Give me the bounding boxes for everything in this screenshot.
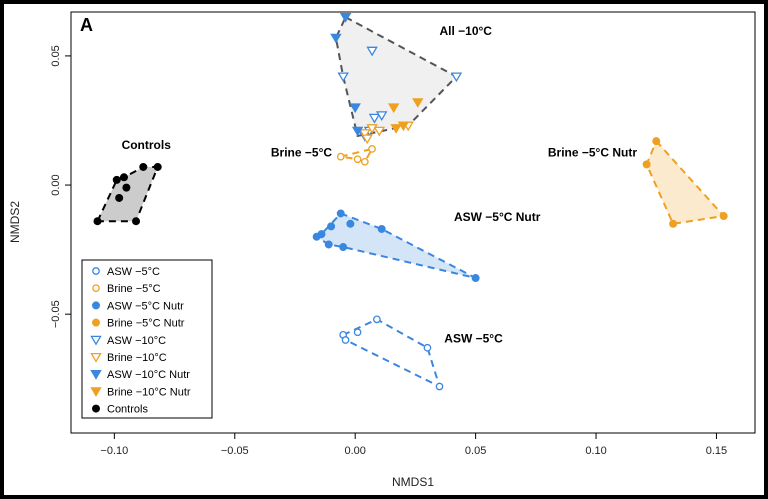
point-asw-m5c	[341, 336, 350, 344]
x-axis-title: NMDS1	[392, 475, 434, 489]
point-asw-m5c-nutr	[336, 209, 345, 218]
legend-entry-brine-m10c-nutr: Brine −10°C Nutr	[107, 386, 191, 398]
hull-brine-m5c-nutr	[645, 139, 726, 225]
point-asw-m10c	[368, 113, 381, 124]
group-label-controls: Controls	[122, 138, 172, 152]
point-asw-m5c	[435, 382, 444, 391]
hull-all-m10c	[334, 15, 459, 138]
point-brine-m5c	[336, 152, 345, 161]
panel-letter: A	[80, 15, 93, 35]
legend-entry-brine-m10c: Brine −10°C	[107, 352, 167, 364]
group-label-brine-m5c-nutr: Brine −5°C Nutr	[548, 146, 637, 160]
point-asw-m10c-nutr	[330, 33, 342, 44]
point-asw-m10c	[337, 72, 349, 83]
y-axis: −0.05 0.00 0.05	[50, 45, 72, 328]
x-tick-label: 0.05	[465, 445, 486, 457]
point-brine-m5c	[360, 157, 369, 166]
legend-entry-asw-m5c: ASW −5°C	[107, 266, 160, 278]
x-tick-label: 0.00	[344, 445, 365, 457]
legend-marker-brine-m5c	[92, 284, 100, 293]
point-brine-m5c	[368, 145, 376, 153]
group-label-brine-m5c: Brine −5°C	[271, 146, 332, 160]
legend-marker-brine-m5c-nutr	[92, 318, 101, 327]
x-tick-label: −0.05	[221, 445, 249, 457]
point-brine-m10c-nutr	[397, 121, 410, 132]
point-brine-m10c-nutr	[412, 98, 424, 108]
point-asw-m5c	[353, 328, 362, 337]
point-brine-m10c	[361, 134, 373, 145]
hull-controls	[95, 166, 160, 223]
legend-box	[81, 259, 213, 419]
group-label-all-m10c: All −10°C	[439, 24, 492, 38]
legend-entry-asw-m10c: ASW −10°C	[107, 335, 166, 347]
y-axis-title: NMDS2	[8, 201, 22, 243]
hull-asw-m5c-nutr	[314, 212, 477, 279]
point-controls	[115, 193, 124, 202]
point-asw-m5c-nutr	[471, 274, 480, 283]
x-tick-label: −0.10	[100, 445, 128, 457]
point-asw-m5c-nutr	[377, 224, 386, 233]
point-asw-m10c	[375, 111, 388, 121]
figure-frame: A Controls All −10°C Brine −5°C ASW −5°C Nu…	[4, 4, 764, 495]
nmds-scatter-chart: A Controls All −10°C Brine −5°C ASW −5°C Nu…	[8, 11, 756, 489]
hull-brine-m5c	[340, 147, 375, 164]
y-tick-label: −0.05	[50, 300, 62, 328]
point-asw-m5c-nutr	[317, 230, 326, 239]
point-brine-m10c	[359, 129, 371, 140]
point-brine-m10c-nutr	[388, 103, 400, 114]
group-label-asw-m5c: ASW −5°C	[444, 332, 503, 346]
legend-entry-brine-m5c: Brine −5°C	[107, 283, 161, 295]
point-asw-m10c-nutr	[351, 126, 364, 137]
point-controls	[153, 162, 162, 171]
x-axis: −0.10 −0.05 0.00 0.05 0.10 0.15	[100, 432, 727, 457]
y-tick-label: 0.05	[50, 45, 62, 66]
point-asw-m10c	[366, 46, 378, 57]
legend-entry-controls: Controls	[107, 404, 148, 416]
point-brine-m5c-nutr	[652, 137, 661, 146]
legend-entry-brine-m5c-nutr: Brine −5°C Nutr	[107, 318, 185, 330]
point-controls	[112, 175, 121, 184]
point-brine-m10c	[373, 126, 386, 137]
point-brine-m5c	[353, 155, 362, 164]
point-controls	[139, 162, 148, 171]
legend-marker-asw-m5c	[92, 267, 100, 275]
point-asw-m5c-nutr	[339, 243, 348, 252]
point-asw-m10c-nutr	[339, 12, 352, 23]
point-asw-m10c-nutr	[349, 103, 361, 114]
point-controls	[132, 217, 141, 226]
legend-entry-asw-m5c-nutr: ASW −5°C Nutr	[107, 300, 184, 312]
point-asw-m5c-nutr	[346, 219, 355, 228]
point-brine-m5c-nutr	[642, 160, 651, 169]
x-tick-label: 0.10	[585, 445, 606, 457]
point-asw-m5c-nutr	[324, 240, 333, 249]
legend-marker-asw-m5c-nutr	[92, 301, 101, 310]
group-label-asw-m5c-nutr: ASW −5°C Nutr	[454, 210, 541, 224]
hull-layer	[95, 15, 726, 389]
point-controls	[122, 183, 131, 192]
point-asw-m5c	[373, 315, 381, 324]
point-asw-m5c	[423, 343, 432, 352]
y-tick-label: 0.00	[50, 174, 62, 195]
legend-entry-asw-m10c-nutr: ASW −10°C Nutr	[107, 369, 190, 381]
x-tick-label: 0.15	[706, 445, 727, 457]
legend-marker-asw-m10c-nutr	[90, 369, 102, 380]
point-layer	[93, 12, 728, 391]
point-controls	[119, 173, 128, 182]
legend-marker-brine-m10c-nutr	[90, 387, 102, 397]
legend-marker-controls	[92, 404, 101, 413]
point-asw-m10c	[450, 72, 463, 83]
point-controls	[93, 217, 102, 226]
point-brine-m5c-nutr	[669, 219, 678, 228]
group-label-layer: Controls All −10°C Brine −5°C ASW −5°C Nutr…	[122, 24, 638, 345]
legend-marker-asw-m10c	[90, 335, 102, 346]
point-asw-m5c-nutr	[327, 222, 336, 231]
point-brine-m10c-nutr	[390, 124, 402, 134]
point-brine-m5c-nutr	[719, 212, 728, 221]
legend-marker-brine-m10c	[90, 352, 102, 363]
legend: ASW −5°C Brine −5°C ASW −5°C Nutr Brine −5°…	[81, 259, 213, 419]
